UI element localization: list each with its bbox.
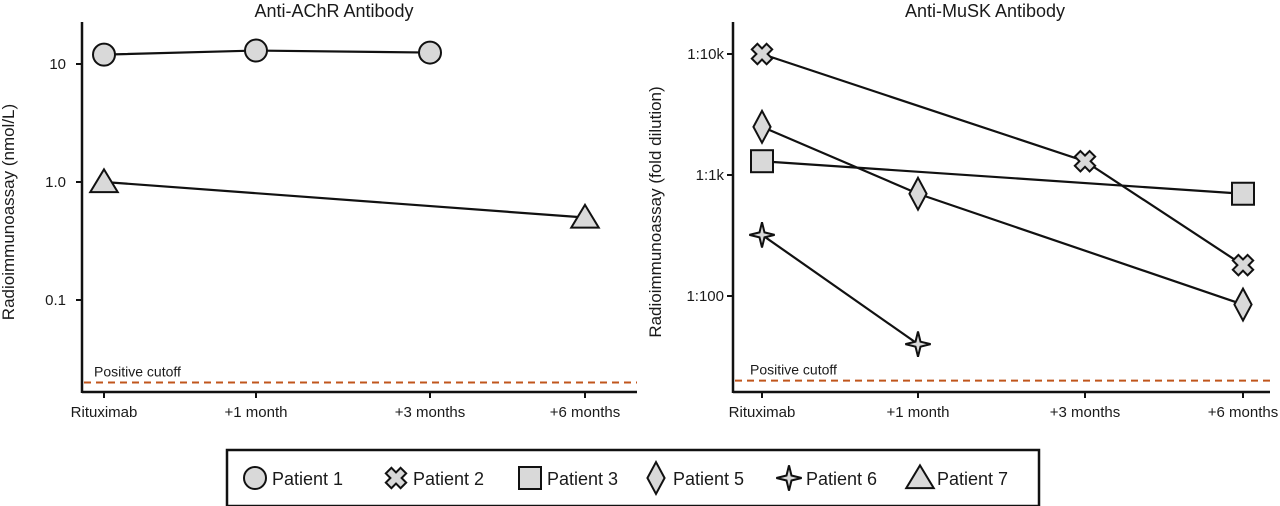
achr-y-axis-label: Radioimmunoassay (nmol/L) <box>0 104 18 320</box>
musk-patient-2-line <box>761 52 1244 267</box>
achr-x-tick-label: +1 month <box>225 404 288 421</box>
musk-x-tick-label: +1 month <box>887 404 950 421</box>
legend-box <box>225 448 1041 506</box>
legend-patient-6-marker <box>776 465 802 491</box>
musk-panel-title: Anti-MuSK Antibody <box>905 1 1065 21</box>
musk-y-axis-label: Radioimmunoassay (fold dilution) <box>646 86 665 337</box>
musk-patient-5-point <box>1233 286 1253 323</box>
achr-panel-title: Anti-AChR Antibody <box>254 1 413 21</box>
legend-patient-6-label: Patient 6 <box>806 469 877 489</box>
achr-patient-7-point <box>569 202 601 229</box>
musk-x-tick-label: +6 months <box>1208 404 1278 421</box>
legend-patient-2-label: Patient 2 <box>413 469 484 489</box>
achr-patient-1-point <box>92 42 116 67</box>
musk-x-tick-label: Rituximab <box>729 404 796 421</box>
legend-patient-7-label: Patient 7 <box>937 469 1008 489</box>
musk-panel: Anti-MuSK Antibody Radioimmunoassay (fol… <box>646 1 1278 421</box>
achr-patient-7-line <box>103 180 586 219</box>
achr-patient-7-point <box>88 167 120 194</box>
musk-patient-2-point <box>1073 149 1097 173</box>
legend-patient-7-marker <box>904 463 936 490</box>
musk-positive-cutoff-label: Positive cutoff <box>750 362 837 378</box>
legend-patient-3-marker <box>518 466 542 490</box>
achr-patient-1-point <box>418 40 442 65</box>
legend-patient-2-marker <box>384 466 408 490</box>
musk-y-tick-label: 1:1k <box>696 167 725 184</box>
musk-patient-2-point <box>1231 253 1255 277</box>
legend: Patient 1 Patient 2 Patient 3 Patient 5 Pati… <box>225 448 1041 506</box>
musk-x-ticks: Rituximab +1 month +3 months +6 months <box>729 392 1278 421</box>
musk-series <box>749 42 1255 358</box>
musk-patient-5-line <box>761 125 1244 306</box>
achr-series <box>88 38 601 229</box>
legend-patient-1-marker <box>243 466 267 490</box>
musk-y-tick-label: 1:100 <box>686 288 724 305</box>
achr-y-tick-label: 1.0 <box>45 174 66 191</box>
legend-patient-5-label: Patient 5 <box>673 469 744 489</box>
musk-patient-6-point <box>905 331 931 358</box>
musk-patient-6-line <box>761 233 919 346</box>
achr-positive-cutoff-label: Positive cutoff <box>94 363 181 379</box>
musk-patient-3-point <box>1231 181 1255 206</box>
achr-y-tick-label: 10 <box>49 56 66 73</box>
achr-panel: Anti-AChR Antibody Radioimmunoassay (nmo… <box>0 1 637 421</box>
achr-x-tick-label: Rituximab <box>71 404 138 421</box>
musk-y-tick-label: 1:10k <box>687 46 724 63</box>
achr-x-tick-label: +6 months <box>550 404 620 421</box>
musk-patient-2-point <box>750 42 774 66</box>
legend-patient-1-label: Patient 1 <box>272 469 343 489</box>
musk-patient-5-point <box>908 175 928 212</box>
musk-patient-5-point <box>752 108 772 145</box>
musk-patient-3-point <box>750 149 774 174</box>
achr-patient-1-point <box>244 38 268 63</box>
musk-patient-3-line <box>761 160 1244 195</box>
musk-y-ticks: 1:10k 1:1k 1:100 <box>686 46 733 305</box>
achr-y-ticks: 10 1.0 0.1 <box>45 56 82 309</box>
legend-patient-3-label: Patient 3 <box>547 469 618 489</box>
achr-x-tick-label: +3 months <box>395 404 465 421</box>
musk-patient-6-point <box>749 221 775 248</box>
legend-items: Patient 1 Patient 2 Patient 3 Patient 5 Pati… <box>243 459 1008 497</box>
legend-patient-5-marker <box>646 459 666 497</box>
achr-x-ticks: Rituximab +1 month +3 months +6 months <box>71 392 620 421</box>
achr-y-tick-label: 0.1 <box>45 292 66 309</box>
musk-x-tick-label: +3 months <box>1050 404 1120 421</box>
